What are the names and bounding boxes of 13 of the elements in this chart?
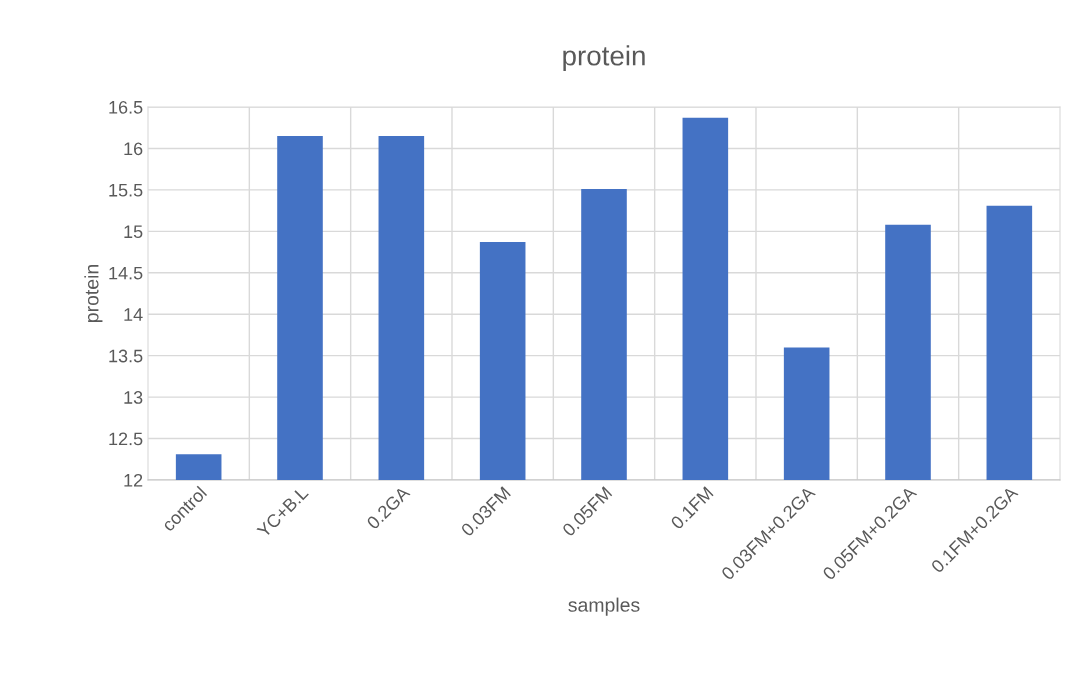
- y-tick-label: 12: [124, 473, 143, 487]
- y-tick-label: 13.5: [109, 349, 143, 363]
- y-tick-label: 15: [124, 225, 143, 239]
- y-tick-label: 16: [124, 142, 143, 156]
- y-tick-label: 13: [124, 391, 143, 404]
- x-axis-title: samples: [568, 597, 640, 616]
- y-tick-label: 12.5: [109, 432, 143, 446]
- chart-title: protein: [563, 45, 645, 72]
- y-tick-label: 14.5: [109, 266, 143, 280]
- y-tick-label: 15.5: [109, 184, 143, 197]
- y-axis-title: protein: [84, 265, 103, 322]
- y-tick-label: 14: [124, 308, 143, 321]
- y-tick-label: 16.5: [109, 100, 143, 114]
